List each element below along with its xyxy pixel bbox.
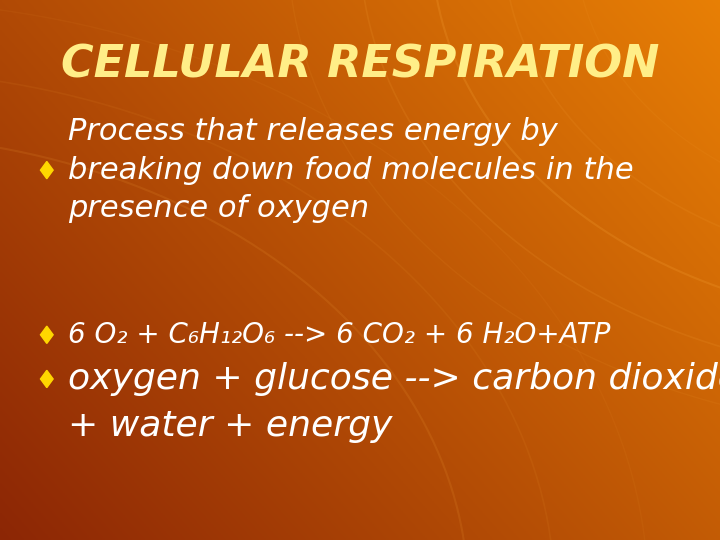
Text: breaking down food molecules in the: breaking down food molecules in the (68, 156, 634, 185)
Text: oxygen + glucose --> carbon dioxide: oxygen + glucose --> carbon dioxide (68, 362, 720, 396)
Polygon shape (40, 370, 53, 388)
Polygon shape (40, 161, 53, 179)
Text: CELLULAR RESPIRATION: CELLULAR RESPIRATION (60, 43, 660, 86)
Text: Process that releases energy by: Process that releases energy by (68, 117, 558, 146)
Polygon shape (40, 326, 53, 343)
Text: 6 O₂ + C₆H₁₂O₆ --> 6 CO₂ + 6 H₂O+ATP: 6 O₂ + C₆H₁₂O₆ --> 6 CO₂ + 6 H₂O+ATP (68, 321, 611, 349)
Text: presence of oxygen: presence of oxygen (68, 194, 369, 224)
Text: + water + energy: + water + energy (68, 409, 393, 443)
